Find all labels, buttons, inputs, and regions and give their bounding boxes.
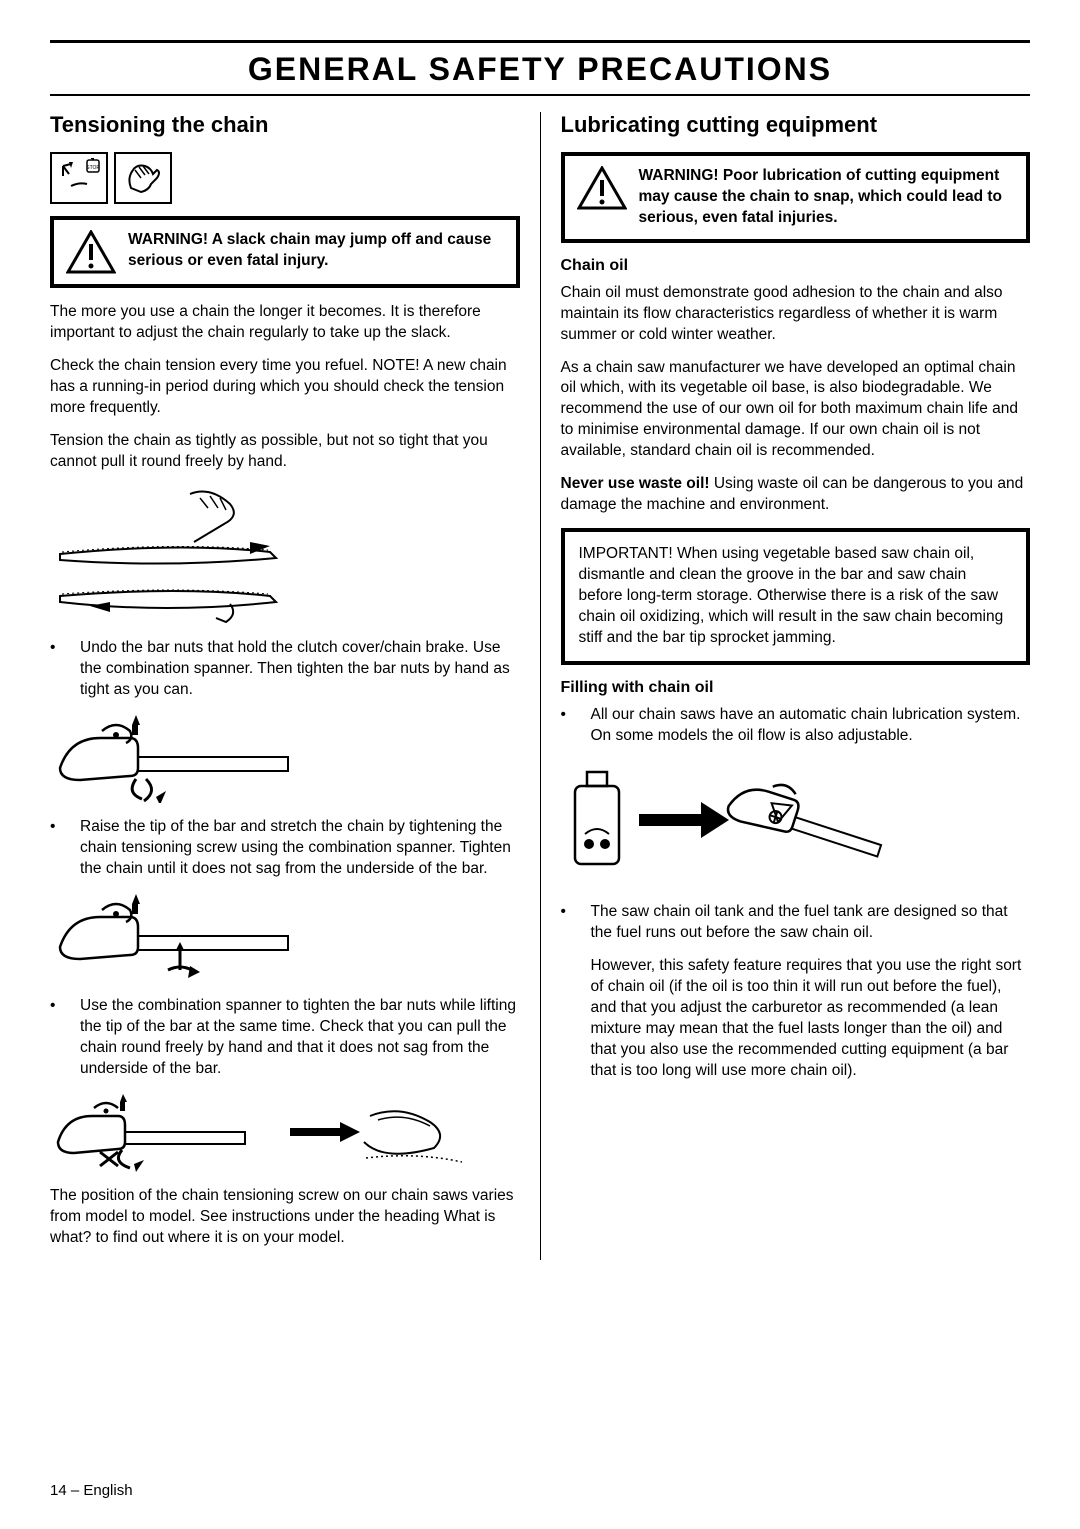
left-bullet-2: • Raise the tip of the bar and stretch th… — [50, 817, 520, 880]
bullet-dot: • — [50, 996, 62, 1080]
figure-saw-1 — [50, 713, 520, 803]
right-bullet-2: • The saw chain oil tank and the fuel tan… — [561, 902, 1031, 944]
left-p2: Check the chain tension every time you r… — [50, 356, 520, 419]
warning-triangle-icon — [66, 230, 116, 274]
figure-saw-3 — [50, 1092, 520, 1172]
warning-triangle-icon — [577, 166, 627, 210]
sub-chain-oil: Chain oil — [561, 257, 1031, 275]
under-rule — [50, 94, 1030, 96]
figure-hand-chain — [50, 484, 520, 624]
figure-saw-2 — [50, 892, 520, 982]
bullet-text: Use the combination spanner to tighten t… — [80, 996, 520, 1080]
left-bullet-1: • Undo the bar nuts that hold the clutch … — [50, 638, 520, 701]
right-heading: Lubricating cutting equipment — [561, 112, 1031, 138]
left-p3: Tension the chain as tightly as possible… — [50, 431, 520, 473]
never-use-bold: Never use waste oil! — [561, 475, 710, 492]
sub-filling: Filling with chain oil — [561, 679, 1031, 697]
left-warning-text: WARNING! A slack chain may jump off and … — [128, 230, 504, 272]
right-bullet-1: • All our chain saws have an automatic ch… — [561, 705, 1031, 747]
left-column: Tensioning the chain STOP — [50, 112, 541, 1260]
right-column: Lubricating cutting equipment WARNING! P… — [541, 112, 1031, 1260]
bullet-text: All our chain saws have an automatic cha… — [591, 705, 1031, 747]
page-footer: 14 – English — [50, 1482, 133, 1499]
left-bullet-3: •Use the combination spanner to tighten … — [50, 996, 520, 1080]
figure-oil-fill — [561, 758, 1031, 888]
icon-row: STOP — [50, 152, 520, 204]
right-warning-box: WARNING! Poor lubrication of cutting equ… — [561, 152, 1031, 243]
bullet-text: The saw chain oil tank and the fuel tank… — [591, 902, 1031, 944]
right-p4: However, this safety feature requires th… — [591, 956, 1031, 1082]
bullet-dot: • — [561, 902, 573, 944]
bullet-dot: • — [50, 817, 62, 880]
left-heading: Tensioning the chain — [50, 112, 520, 138]
right-p1: Chain oil must demonstrate good adhesion… — [561, 283, 1031, 346]
left-p4: The position of the chain tensioning scr… — [50, 1186, 520, 1249]
bullet-text: Raise the tip of the bar and stretch the… — [80, 817, 520, 880]
bullet-dot: • — [50, 638, 62, 701]
stop-switch-icon: STOP — [50, 152, 108, 204]
right-warning-text: WARNING! Poor lubrication of cutting equ… — [639, 166, 1015, 229]
bullet-text: Undo the bar nuts that hold the clutch c… — [80, 638, 520, 701]
right-p2: As a chain saw manufacturer we have deve… — [561, 358, 1031, 463]
svg-text:STOP: STOP — [86, 165, 100, 171]
important-box: IMPORTANT! When using vegetable based sa… — [561, 528, 1031, 665]
page-title: GENERAL SAFETY PRECAUTIONS — [50, 51, 1030, 88]
glove-icon — [114, 152, 172, 204]
content-columns: Tensioning the chain STOP — [50, 112, 1030, 1260]
left-warning-box: WARNING! A slack chain may jump off and … — [50, 216, 520, 288]
right-p3: Never use waste oil! Using waste oil can… — [561, 474, 1031, 516]
left-p1: The more you use a chain the longer it b… — [50, 302, 520, 344]
bullet-dot: • — [561, 705, 573, 747]
top-rule — [50, 40, 1030, 43]
